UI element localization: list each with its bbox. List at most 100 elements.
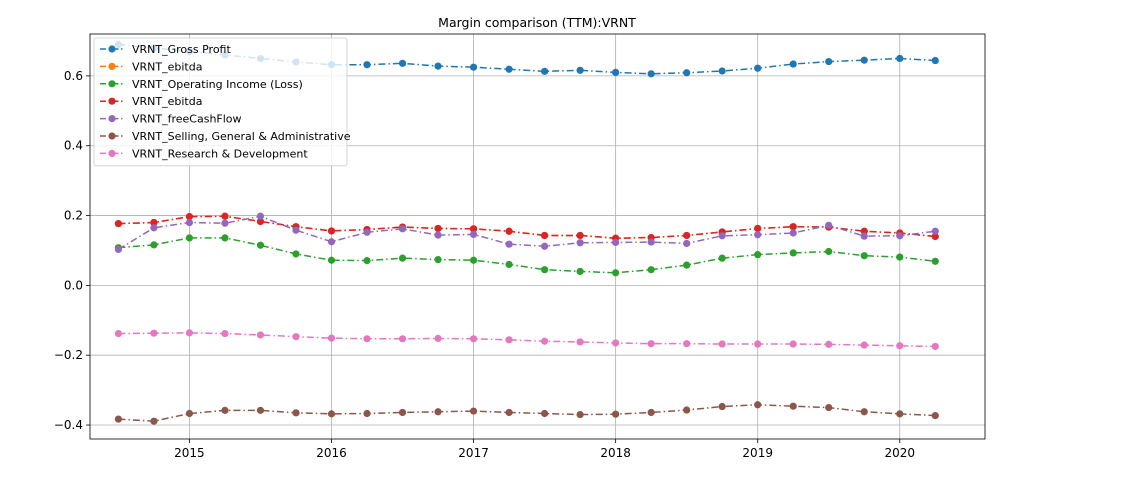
- data-point: [576, 231, 584, 240]
- data-point: [505, 240, 513, 248]
- data-point: [860, 341, 868, 349]
- data-point: [683, 239, 691, 248]
- series-4: [114, 212, 939, 254]
- data-point: [398, 59, 407, 67]
- data-point: [931, 257, 939, 265]
- data-point: [896, 410, 904, 418]
- data-point: [292, 409, 300, 417]
- legend-label: VRNT_Research & Development: [132, 147, 308, 160]
- x-tick-label: 2020: [884, 446, 915, 460]
- data-point: [647, 266, 655, 274]
- data-point: [469, 407, 478, 415]
- data-point: [931, 342, 939, 351]
- data-point: [754, 401, 762, 409]
- data-point: [434, 224, 442, 233]
- y-tick-label: 0.6: [64, 69, 83, 83]
- data-point: [541, 231, 549, 240]
- data-point: [860, 252, 868, 260]
- data-point: [825, 403, 833, 412]
- data-point: [505, 408, 513, 417]
- legend-marker: [108, 62, 116, 70]
- data-point: [541, 242, 549, 250]
- data-point: [256, 331, 265, 339]
- data-point: [434, 255, 442, 264]
- data-point: [221, 212, 229, 220]
- data-point: [150, 417, 158, 425]
- data-point: [434, 334, 442, 343]
- data-point: [896, 232, 904, 240]
- data-point: [860, 56, 868, 64]
- series-line: [118, 215, 936, 239]
- y-tick-label: 0.4: [64, 139, 83, 153]
- data-point: [718, 67, 726, 75]
- data-point: [825, 340, 833, 348]
- legend-marker: [108, 132, 116, 140]
- data-point: [931, 232, 939, 241]
- y-tick-label: −0.4: [54, 418, 83, 432]
- data-point: [363, 256, 371, 265]
- data-point: [576, 338, 584, 346]
- data-point: [612, 410, 620, 418]
- data-point: [363, 335, 371, 343]
- legend-marker: [108, 97, 116, 105]
- data-point: [541, 266, 549, 274]
- legend-item: VRNT_ebitda: [100, 60, 202, 73]
- data-point: [256, 241, 265, 249]
- legend-label: VRNT_Operating Income (Loss): [132, 78, 303, 91]
- data-point: [469, 335, 478, 343]
- data-point: [825, 57, 833, 66]
- legend-marker: [108, 149, 116, 157]
- data-point: [292, 250, 300, 258]
- data-point: [754, 224, 762, 233]
- data-point: [789, 60, 797, 68]
- data-point: [789, 229, 797, 237]
- legend-item: VRNT_freeCashFlow: [100, 113, 242, 126]
- legend-box: [93, 37, 348, 167]
- legend-item: VRNT_Operating Income (Loss): [100, 78, 303, 91]
- data-point: [398, 225, 407, 233]
- x-tick-label: 2018: [600, 446, 631, 460]
- data-point: [256, 217, 265, 226]
- data-point: [612, 269, 620, 277]
- legend-label: VRNT_ebitda: [132, 60, 202, 73]
- legend-marker: [108, 115, 116, 123]
- data-point: [434, 408, 442, 416]
- data-point: [718, 254, 726, 262]
- data-point: [860, 408, 868, 416]
- data-point: [185, 212, 194, 221]
- data-point: [931, 412, 939, 420]
- data-point: [860, 232, 868, 240]
- legend-item: VRNT_Research & Development: [100, 147, 308, 160]
- data-point: [825, 221, 833, 229]
- series-line: [118, 332, 936, 348]
- legend-label: VRNT_ebitda: [132, 95, 202, 108]
- data-point: [505, 336, 513, 344]
- data-point: [576, 66, 584, 74]
- data-point: [469, 256, 478, 264]
- data-point: [114, 219, 123, 228]
- data-point: [683, 340, 691, 348]
- data-point: [505, 227, 513, 235]
- data-point: [398, 254, 407, 262]
- data-point: [185, 409, 194, 418]
- data-point: [256, 212, 265, 220]
- data-point: [931, 227, 939, 235]
- data-point: [647, 408, 655, 417]
- data-point: [150, 329, 158, 337]
- data-point: [718, 232, 726, 240]
- data-point: [398, 408, 407, 417]
- data-point: [114, 245, 123, 254]
- data-point: [505, 65, 513, 73]
- data-point: [398, 335, 407, 343]
- x-tick-label: 2015: [174, 446, 205, 460]
- data-point: [647, 70, 655, 78]
- y-tick-label: 0.2: [64, 209, 83, 223]
- data-point: [683, 406, 691, 414]
- data-point: [221, 219, 229, 227]
- series-line: [118, 237, 936, 274]
- data-point: [612, 339, 620, 347]
- data-point: [292, 226, 300, 234]
- data-point: [327, 410, 336, 418]
- data-point: [541, 67, 549, 75]
